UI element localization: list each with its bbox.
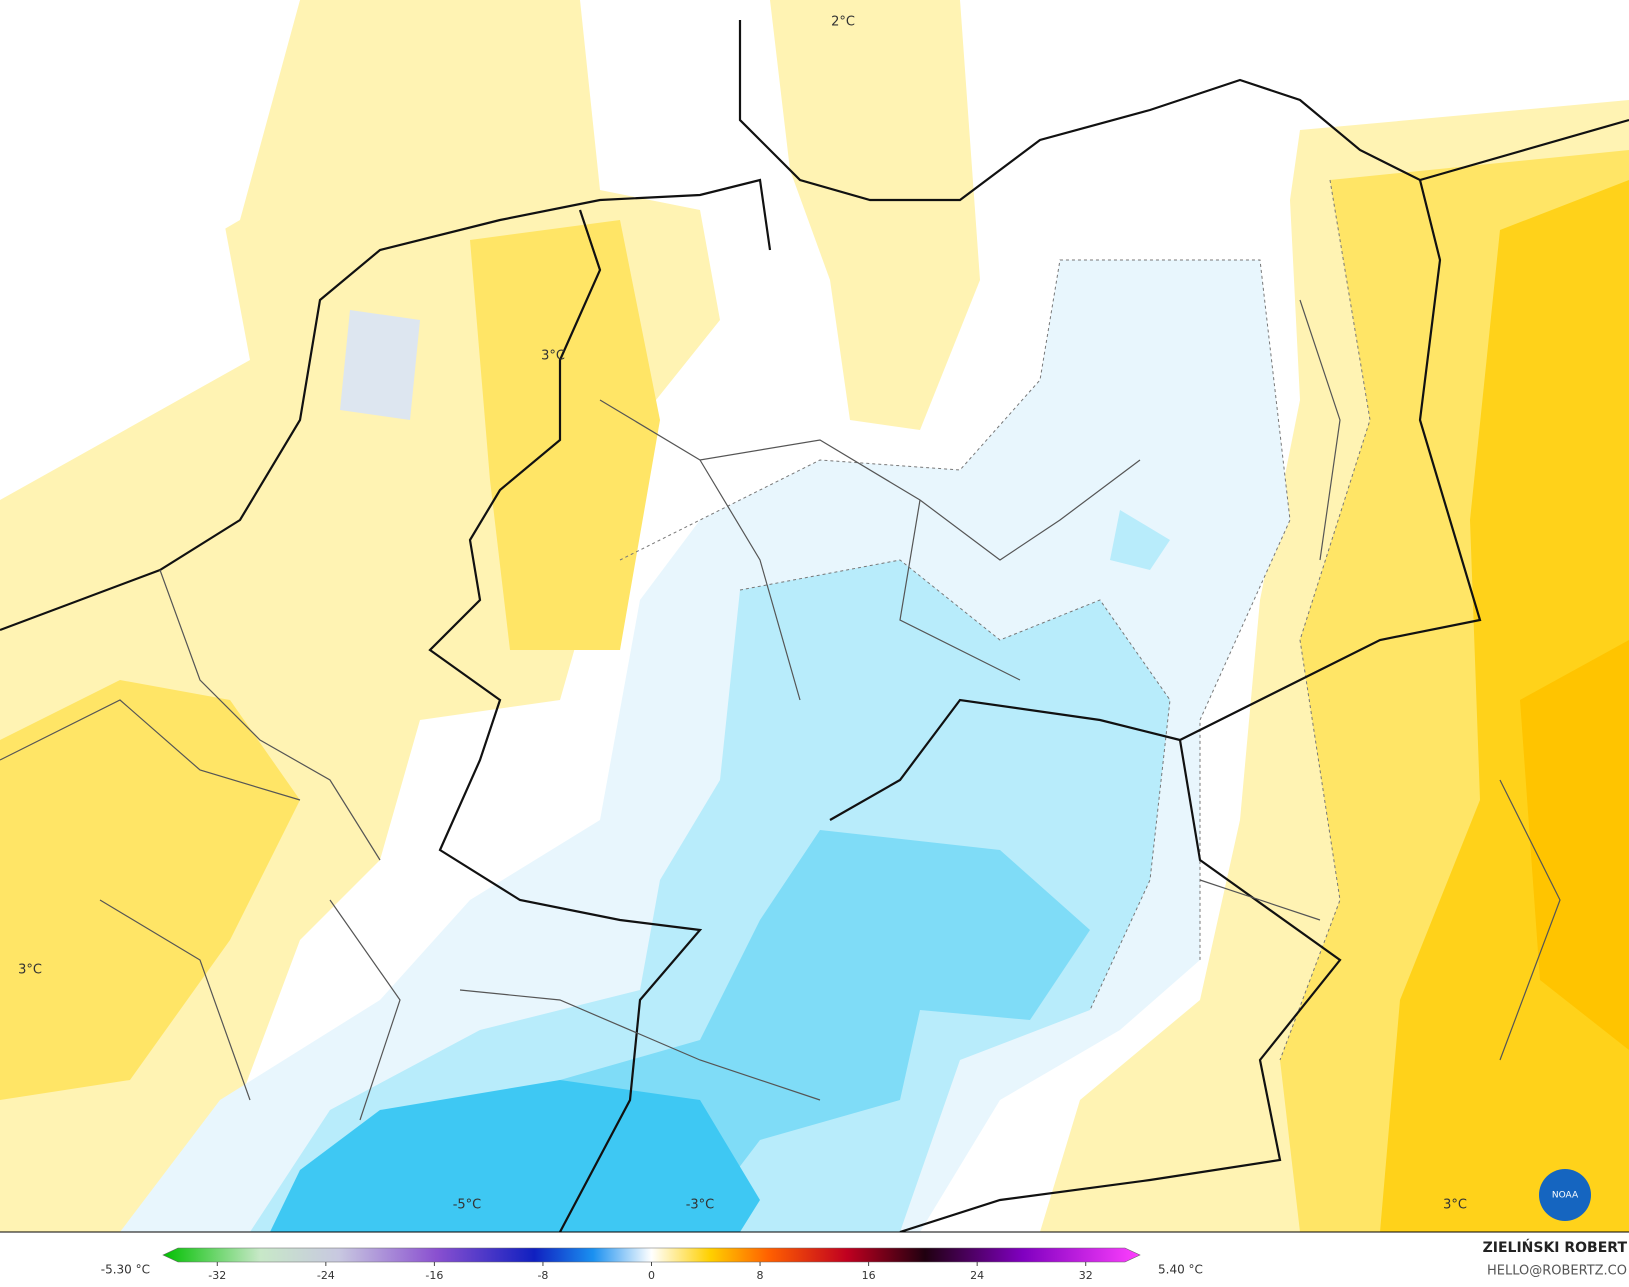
colorbar-tick-label: -32 <box>208 1269 226 1282</box>
map: NOAA <box>0 0 1629 1232</box>
colorbar-tick-label: 16 <box>862 1269 876 1282</box>
colorbar-tick-label: 32 <box>1079 1269 1093 1282</box>
colorbar-max-label: 5.40 °C <box>1158 1263 1203 1277</box>
noaa-logo <box>1539 1169 1591 1221</box>
colorbar-tick-label: -24 <box>317 1269 335 1282</box>
credit-contact: HELLO@ROBERTZ.CO <box>1487 1264 1627 1279</box>
contour-label: 3°C <box>18 963 42 978</box>
colorbar-tick-label: -16 <box>425 1269 443 1282</box>
contour-label: -5°C <box>453 1198 482 1213</box>
noaa-logo-text: NOAA <box>1552 1191 1579 1201</box>
colorbar-tick-label: 8 <box>757 1269 764 1282</box>
contour-label: 2°C <box>831 15 855 30</box>
colorbar: -32 -24 -16 -8 0 8 16 24 32 <box>162 1247 1141 1282</box>
credit-name: ZIELIŃSKI ROBERT <box>1483 1238 1628 1256</box>
colorbar-min-label: -5.30 °C <box>101 1263 150 1277</box>
contour-label: 3°C <box>541 349 565 364</box>
colorbar-tick-label: 24 <box>970 1269 984 1282</box>
contour-label: 3°C <box>1443 1198 1467 1213</box>
contour-label: -3°C <box>686 1198 715 1213</box>
colorbar-tick-label: 0 <box>648 1269 655 1282</box>
colorbar-tick-label: -8 <box>537 1269 548 1282</box>
